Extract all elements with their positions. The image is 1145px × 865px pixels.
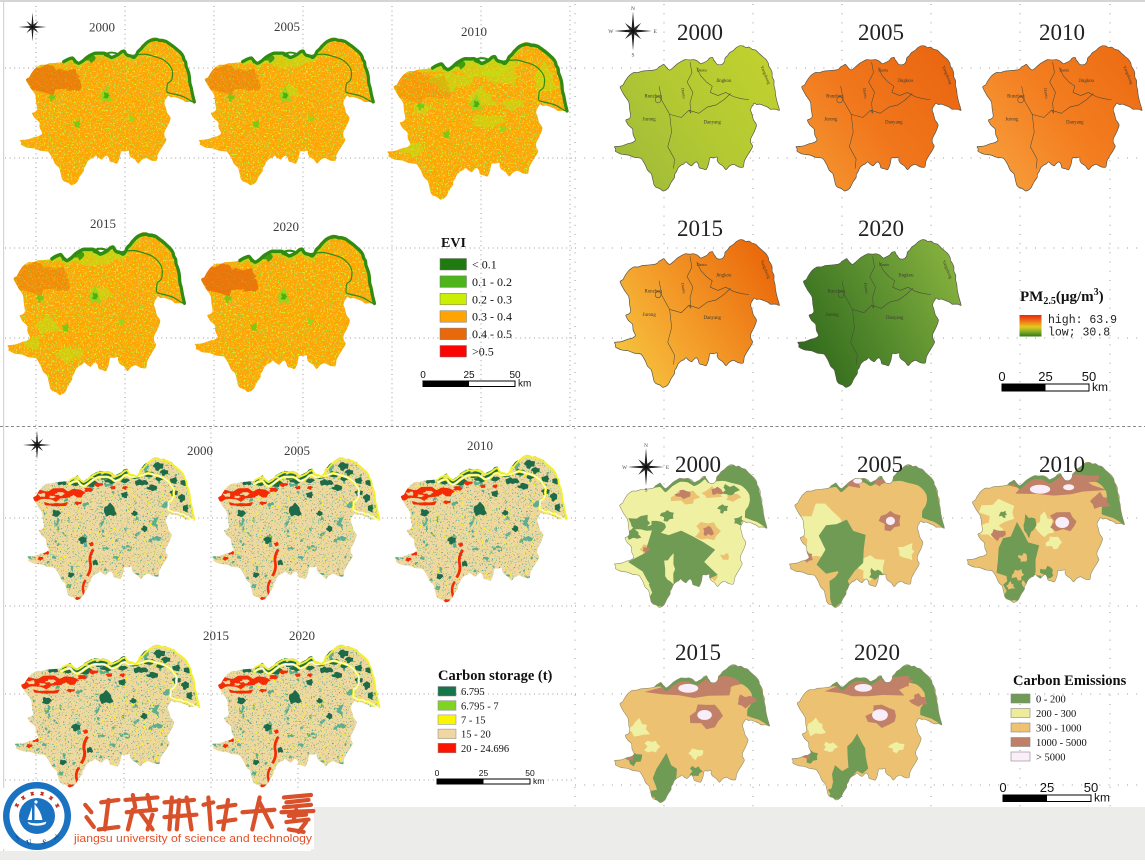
svg-text:> 5000: > 5000 [1036,752,1066,763]
svg-text:25: 25 [1040,780,1054,795]
svg-text:W: W [608,29,614,35]
svg-text:high: 63.9: high: 63.9 [1048,314,1117,327]
svg-text:J: J [13,833,22,843]
svg-text:Carbon storage (t): Carbon storage (t) [438,668,553,684]
svg-text:2005: 2005 [284,443,310,458]
svg-text:0.1 - 0.2: 0.1 - 0.2 [472,275,512,289]
svg-text:2005: 2005 [858,20,904,45]
svg-text:low; 30.8: low; 30.8 [1048,327,1110,340]
svg-text:2015: 2015 [675,640,721,665]
svg-text:0 - 200: 0 - 200 [1036,694,1066,705]
svg-text:25: 25 [479,768,489,778]
svg-text:EVI: EVI [441,236,466,251]
svg-text:50: 50 [509,370,521,381]
svg-text:T: T [51,832,60,842]
svg-text:E: E [666,465,669,471]
svg-text:N: N [631,6,635,12]
svg-text:2010: 2010 [461,24,487,39]
svg-text:200 - 300: 200 - 300 [1036,709,1076,720]
svg-text:6.795: 6.795 [461,687,485,698]
svg-text:2000: 2000 [187,443,213,458]
svg-text:6.795 - 7: 6.795 - 7 [461,701,499,712]
svg-text:0: 0 [999,780,1006,795]
svg-text:2020: 2020 [273,219,299,234]
svg-text:jiangsu university of science: jiangsu university of science and techno… [73,833,313,845]
svg-text:1000 - 5000: 1000 - 5000 [1036,738,1087,749]
svg-text:2000: 2000 [89,20,115,35]
svg-text:2020: 2020 [858,216,904,241]
svg-text:2020: 2020 [854,640,900,665]
svg-text:Carbon Emissions: Carbon Emissions [1013,673,1127,689]
svg-text:< 0.1: < 0.1 [472,258,497,272]
svg-text:U: U [25,837,33,847]
svg-text:2010: 2010 [467,438,493,453]
svg-text:W: W [622,465,627,471]
svg-text:2000: 2000 [677,20,723,45]
svg-text:25: 25 [1038,369,1052,384]
svg-text:0: 0 [998,369,1005,384]
svg-text:2005: 2005 [274,19,300,34]
svg-text:0.3 - 0.4: 0.3 - 0.4 [472,310,512,324]
svg-text:15 - 20: 15 - 20 [461,730,491,741]
svg-text:>0.5: >0.5 [472,345,494,359]
svg-text:S: S [41,837,47,847]
svg-text:2010: 2010 [1039,20,1085,45]
svg-text:E: E [654,29,658,35]
svg-text:km: km [533,776,544,786]
svg-text:0.4 - 0.5: 0.4 - 0.5 [472,327,512,341]
svg-text:0: 0 [420,370,426,381]
svg-text:2010: 2010 [1039,452,1085,477]
svg-text:km: km [1092,380,1108,394]
svg-text:S: S [645,488,648,494]
svg-text:50: 50 [525,768,535,778]
svg-text:2005: 2005 [857,452,903,477]
svg-text:PM2.5(µg/m3): PM2.5(µg/m3) [1020,287,1104,307]
svg-text:2015: 2015 [90,216,116,231]
svg-text:0: 0 [435,768,440,778]
svg-text:km: km [1094,791,1110,805]
svg-text:50: 50 [1082,369,1096,384]
svg-text:km: km [518,379,531,390]
svg-text:2015: 2015 [203,628,229,643]
svg-text:S: S [632,53,635,59]
svg-text:7 - 15: 7 - 15 [461,716,486,727]
svg-text:300 - 1000: 300 - 1000 [1036,723,1082,734]
svg-text:0.2 - 0.3: 0.2 - 0.3 [472,292,512,306]
svg-text:25: 25 [463,370,475,381]
svg-text:2020: 2020 [289,628,315,643]
svg-text:2000: 2000 [675,452,721,477]
svg-text:50: 50 [1084,780,1098,795]
svg-text:20 - 24.696: 20 - 24.696 [461,744,509,755]
svg-text:2015: 2015 [677,216,723,241]
svg-text:N: N [644,443,648,449]
